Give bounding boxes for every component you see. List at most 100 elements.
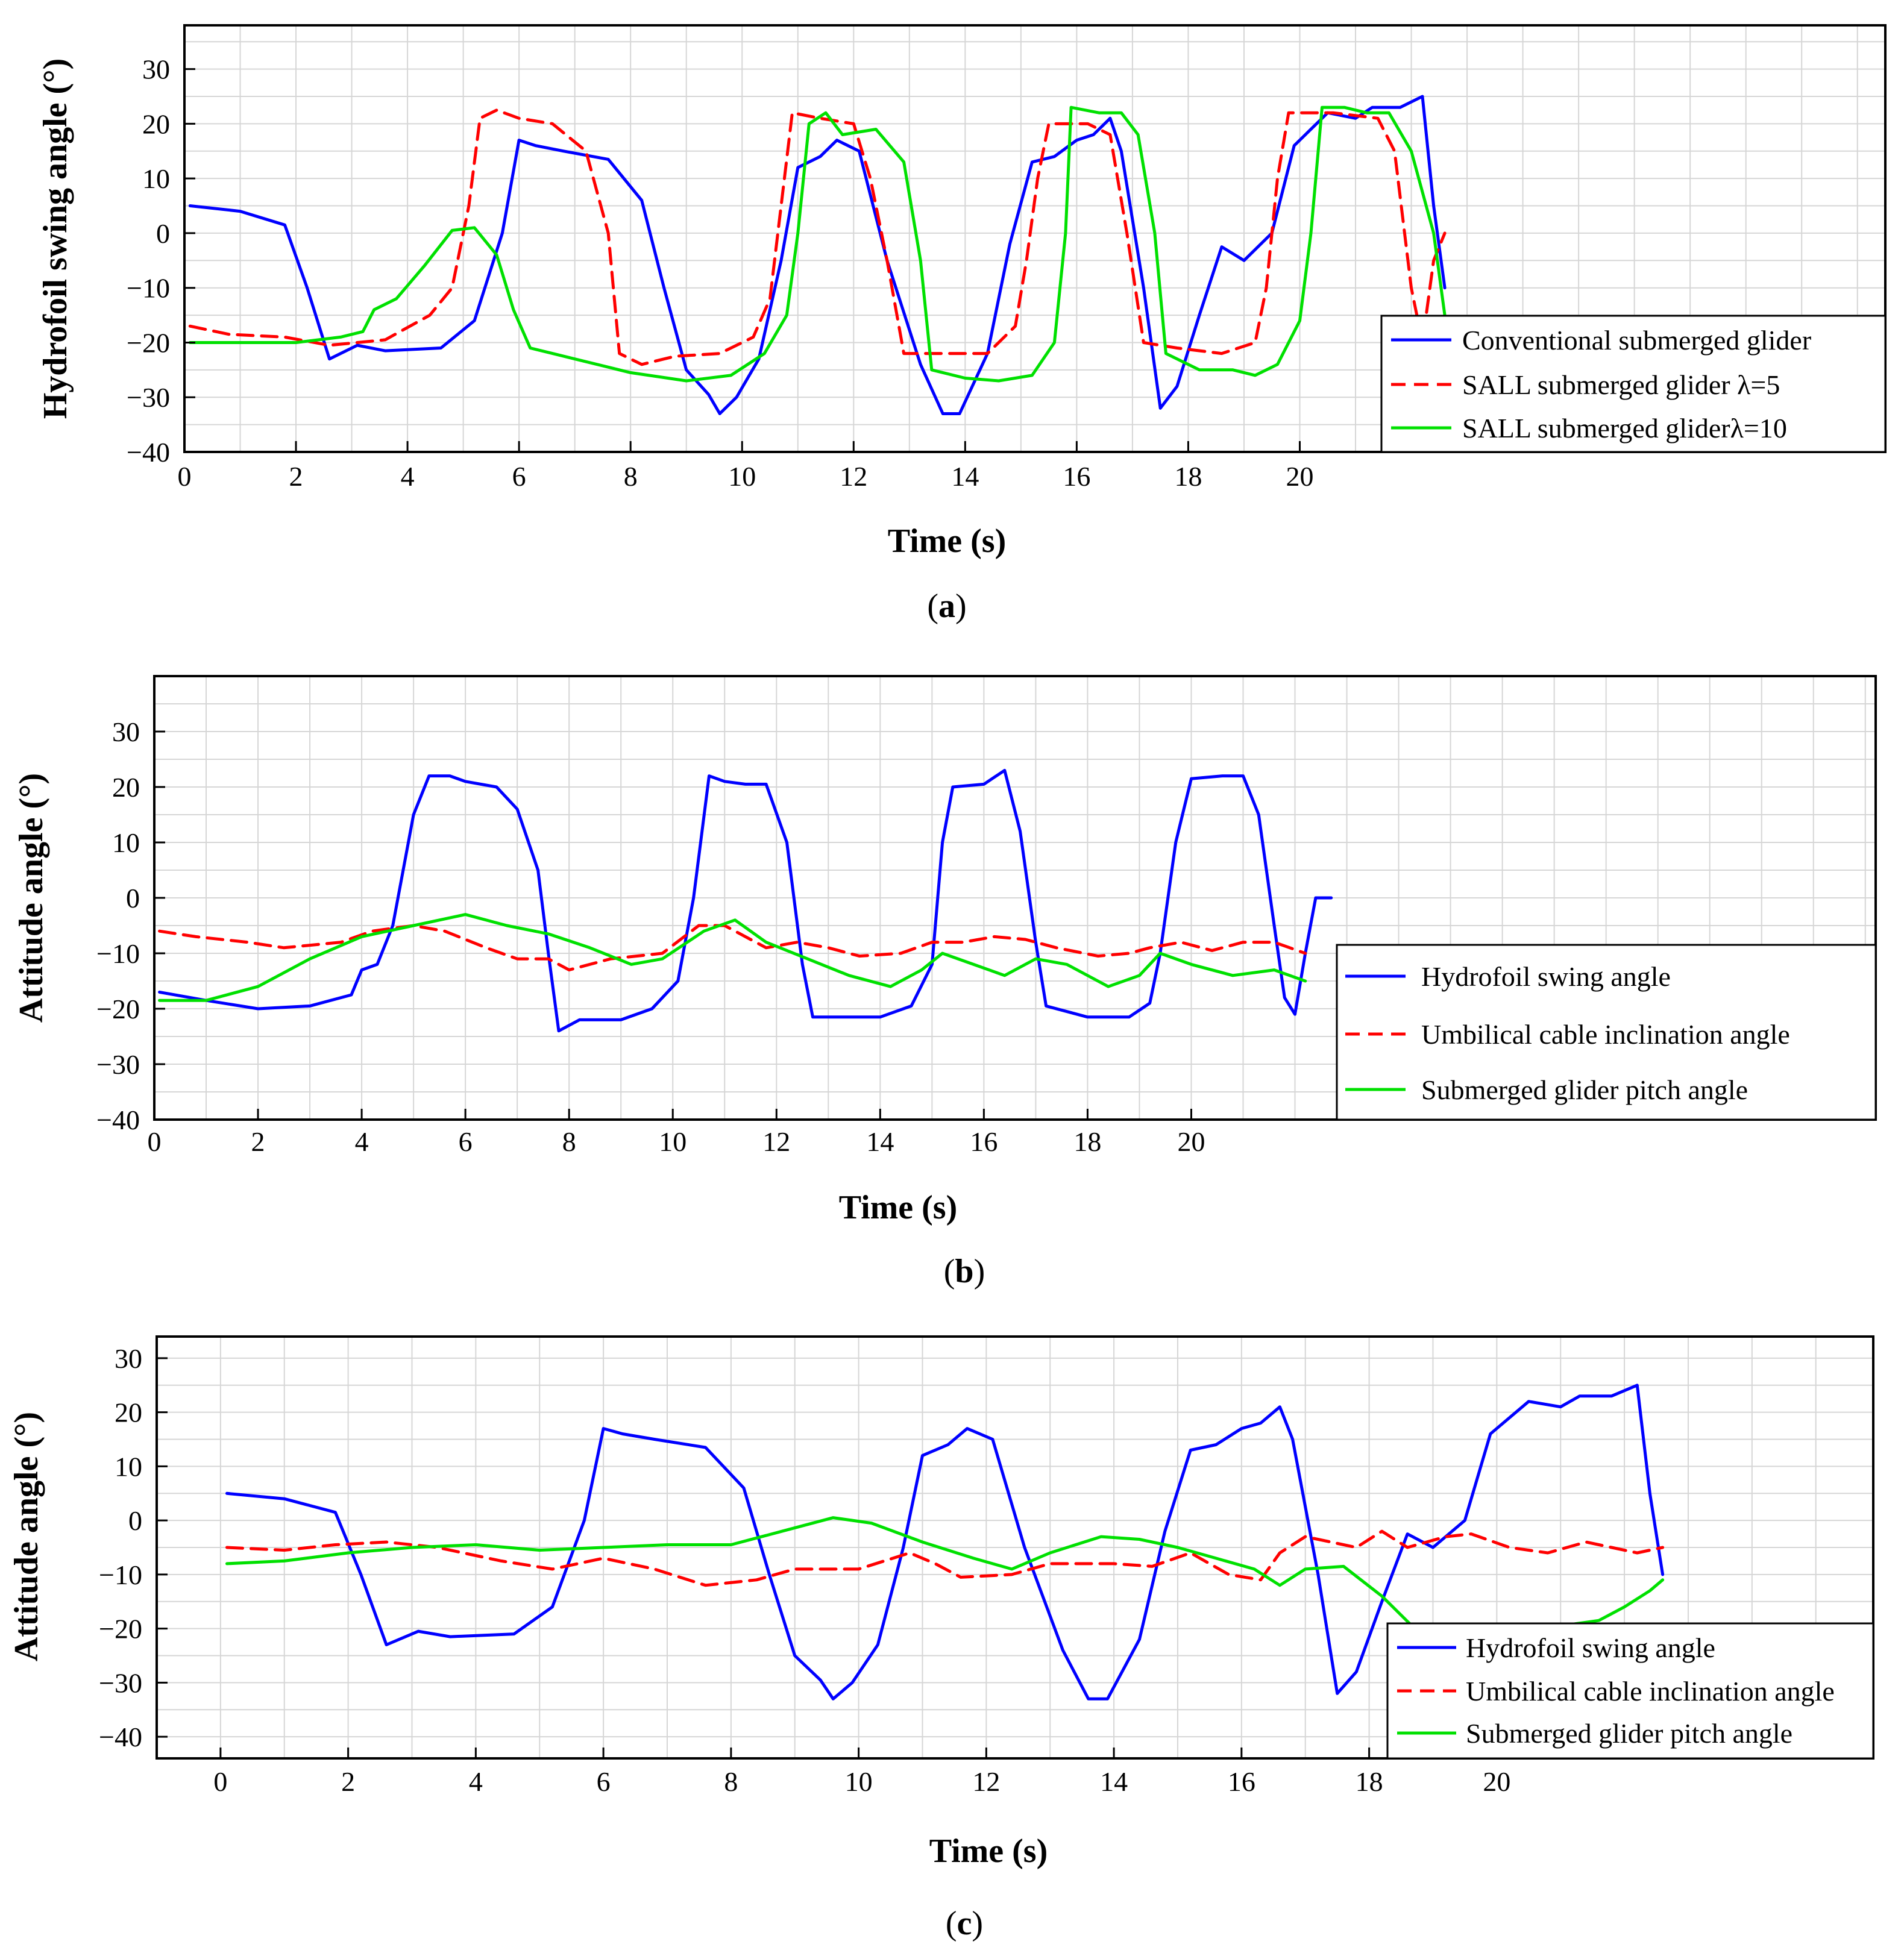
legend-label-pitch-c: Submerged glider pitch angle xyxy=(1466,1718,1792,1749)
y-tick-label: 30 xyxy=(112,716,140,747)
x-tick-label: 18 xyxy=(1356,1766,1383,1797)
caption-letter-a: a xyxy=(938,588,955,625)
x-tick-label: 16 xyxy=(970,1126,998,1157)
x-tick-label: 14 xyxy=(1100,1766,1128,1797)
legend-label-hydrofoil-c: Hydrofoil swing angle xyxy=(1466,1632,1715,1663)
x-tick-label: 6 xyxy=(459,1126,473,1157)
legend-label-conventional: Conventional submerged glider xyxy=(1462,325,1811,356)
y-tick-label: −20 xyxy=(96,994,140,1024)
y-tick-label: 30 xyxy=(115,1343,142,1374)
x-ticks-b: 0 2 4 6 8 10 12 14 16 18 20 xyxy=(148,1109,1205,1157)
x-tick-label: 18 xyxy=(1073,1126,1101,1157)
y-tick-label: −40 xyxy=(96,1105,140,1135)
y-tick-label: 10 xyxy=(142,163,170,194)
axes-frame-a xyxy=(183,24,1887,453)
x-tick-label: 2 xyxy=(341,1766,355,1797)
y-tick-label: 0 xyxy=(128,1505,142,1536)
y-tick-label: −10 xyxy=(99,1560,142,1590)
series-line-a-2 xyxy=(188,105,1447,383)
series-line-c-1 xyxy=(225,1529,1665,1587)
y-tick-label: −20 xyxy=(99,1614,142,1644)
y-tick-label: 10 xyxy=(112,827,140,858)
x-tick-label: 12 xyxy=(762,1126,790,1157)
legend-label-hydrofoil-b: Hydrofoil swing angle xyxy=(1421,961,1671,992)
series-line-b-0 xyxy=(158,768,1333,1033)
x-ticks-c: 0 2 4 6 8 10 12 14 16 18 20 xyxy=(213,1748,1510,1797)
y-tick-label: −30 xyxy=(99,1667,142,1698)
y-tick-label: 20 xyxy=(112,772,140,803)
legend-label-sall-10: SALL submerged gliderλ=10 xyxy=(1462,413,1787,444)
x-tick-label: 2 xyxy=(251,1126,265,1157)
x-tick-label: 8 xyxy=(724,1766,738,1797)
y-tick-label: −30 xyxy=(127,382,170,413)
x-tick-label: 4 xyxy=(355,1126,369,1157)
x-tick-label: 20 xyxy=(1483,1766,1510,1797)
y-tick-label: −40 xyxy=(99,1722,142,1752)
x-tick-label: 14 xyxy=(866,1126,894,1157)
y-tick-label: 0 xyxy=(156,218,170,249)
series-a xyxy=(188,95,1447,415)
legend-a: Conventional submerged glider SALL subme… xyxy=(1380,315,1887,453)
x-tick-label: 20 xyxy=(1177,1126,1205,1157)
x-tick-label: 12 xyxy=(840,461,867,492)
x-tick-label: 14 xyxy=(951,461,979,492)
legend-label-umbilical-b: Umbilical cable inclination angle xyxy=(1421,1019,1790,1050)
y-tick-label: 10 xyxy=(115,1451,142,1482)
y-tick-label: 20 xyxy=(142,108,170,139)
x-tick-label: 8 xyxy=(562,1126,576,1157)
y-tick-label: 30 xyxy=(142,54,170,85)
caption-c: (c) xyxy=(946,1905,983,1942)
y-tick-label: 20 xyxy=(115,1397,142,1428)
legend-box-b xyxy=(1336,944,1877,1121)
axes-frame-c xyxy=(156,1335,1874,1760)
y-ticks-c: −40 −30 −20 −10 0 10 20 30 xyxy=(99,1343,168,1752)
x-tick-label: 8 xyxy=(624,461,638,492)
legend-c: Hydrofoil swing angle Umbilical cable in… xyxy=(1386,1622,1874,1760)
panel-b: −40 −30 −20 −10 0 10 20 30 0 2 4 6 8 10 12 14 16 18 20 Ti… xyxy=(13,675,1877,1290)
legend-box-a xyxy=(1380,315,1887,453)
x-tick-label: 0 xyxy=(213,1766,227,1797)
y-tick-label: −20 xyxy=(127,327,170,358)
y-tick-label: −40 xyxy=(127,437,170,468)
y-tick-label: −10 xyxy=(127,273,170,304)
y-tick-label: −10 xyxy=(96,938,140,969)
legend-label-pitch-b: Submerged glider pitch angle xyxy=(1421,1074,1748,1105)
y-axis-label-a: Hydrofoil swing angle (°) xyxy=(37,58,74,419)
x-ticks-a: 0 2 4 6 8 10 12 14 16 18 20 xyxy=(178,441,1313,492)
legend-label-sall-5: SALL submerged glider λ=5 xyxy=(1462,369,1780,400)
caption-letter-c: c xyxy=(957,1905,972,1942)
x-axis-label-a: Time (s) xyxy=(888,522,1007,560)
x-tick-label: 4 xyxy=(469,1766,483,1797)
x-tick-label: 10 xyxy=(659,1126,687,1157)
y-ticks-b: −40 −30 −20 −10 0 10 20 30 xyxy=(96,716,165,1135)
x-tick-label: 6 xyxy=(597,1766,611,1797)
y-tick-label: −30 xyxy=(96,1049,140,1080)
x-tick-label: 0 xyxy=(178,461,192,492)
series-b xyxy=(158,768,1333,1033)
x-tick-label: 2 xyxy=(289,461,303,492)
legend-b: Hydrofoil swing angle Umbilical cable in… xyxy=(1336,944,1877,1121)
y-tick-label: 0 xyxy=(126,883,140,914)
series-line-b-1 xyxy=(158,924,1307,972)
caption-b: (b) xyxy=(944,1253,985,1290)
legend-label-umbilical-c: Umbilical cable inclination angle xyxy=(1466,1676,1835,1707)
x-tick-label: 4 xyxy=(401,461,415,492)
series-line-a-1 xyxy=(188,108,1447,366)
x-tick-label: 10 xyxy=(845,1766,873,1797)
x-tick-label: 10 xyxy=(728,461,756,492)
x-tick-label: 0 xyxy=(148,1126,162,1157)
legend-box-c xyxy=(1386,1622,1874,1760)
y-axis-label-b: Attitude angle (°) xyxy=(13,773,50,1023)
x-axis-label-c: Time (s) xyxy=(929,1832,1048,1870)
x-axis-label-b: Time (s) xyxy=(839,1189,958,1226)
y-ticks-a: −40 −30 −20 −10 0 10 20 30 xyxy=(127,54,195,468)
panel-a: −40 −30 −20 −10 0 10 20 30 0 2 4 6 8 10 12 14 16 18 20 Ti… xyxy=(37,24,1887,625)
panel-c: −40 −30 −20 −10 0 10 20 30 0 2 4 6 8 10 12 14 16 18 20 Ti… xyxy=(8,1335,1874,1942)
x-tick-label: 12 xyxy=(972,1766,1000,1797)
y-axis-label-c: Attitude angle (°) xyxy=(8,1412,45,1661)
grid-b xyxy=(154,676,1876,1120)
x-tick-label: 20 xyxy=(1286,461,1313,492)
caption-letter-b: b xyxy=(955,1253,973,1290)
series-line-b-2 xyxy=(158,913,1307,1002)
